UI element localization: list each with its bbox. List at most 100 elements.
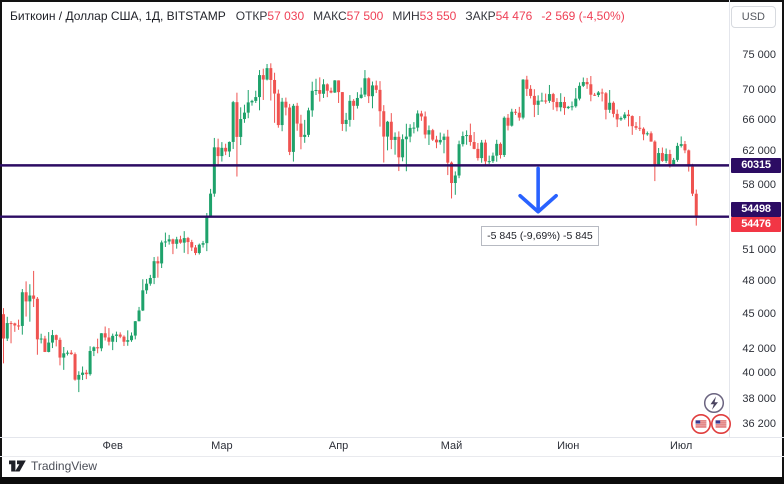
candle-body xyxy=(242,112,246,120)
candle-body xyxy=(209,193,213,217)
candle-body xyxy=(367,78,371,97)
candle-body xyxy=(344,119,348,124)
candle-body xyxy=(284,101,288,108)
candle-body xyxy=(201,243,205,245)
candle-body xyxy=(630,116,634,127)
candle-body xyxy=(540,100,544,102)
symbol-title[interactable]: Биткоин / Доллар США, 1Д, BITSTAMP xyxy=(10,9,226,23)
month-tick-label: Июл xyxy=(670,440,693,452)
high-label: МАКС xyxy=(313,9,347,23)
candle-body xyxy=(167,239,171,242)
candle-body xyxy=(675,145,679,160)
candle-body xyxy=(254,97,258,101)
candle-body xyxy=(638,127,642,129)
candle-body xyxy=(532,95,536,105)
lightning-event-icon[interactable] xyxy=(703,392,725,414)
candle-body xyxy=(171,239,175,244)
candle-body xyxy=(295,105,299,124)
candle-body xyxy=(190,242,194,248)
level-price-badge: 60315 xyxy=(731,157,781,173)
candle-body xyxy=(570,106,574,108)
time-axis[interactable]: Фев Мар Апр Май Июн Июл xyxy=(0,440,729,456)
candle-body xyxy=(574,98,578,107)
candle-body xyxy=(690,166,694,194)
candle-body xyxy=(325,84,329,91)
candle-body xyxy=(28,295,32,302)
candle-body xyxy=(480,142,484,159)
open-value: 57 030 xyxy=(267,9,305,23)
price-tick-label: 48 000 xyxy=(742,275,776,288)
candle-body xyxy=(182,238,186,243)
tradingview-attribution[interactable]: TradingView xyxy=(9,459,97,473)
last-price-badge: 54476 xyxy=(731,217,781,233)
candle-body xyxy=(291,105,295,152)
candle-body xyxy=(269,68,273,80)
candle-body xyxy=(514,111,518,113)
candle-body xyxy=(355,97,359,106)
candle-body xyxy=(24,292,28,302)
candle-body xyxy=(611,102,615,114)
candle-body xyxy=(13,323,17,326)
candle-body xyxy=(246,102,250,113)
candle-body xyxy=(634,126,638,128)
candle-body xyxy=(2,314,5,339)
time-axis-separator xyxy=(0,437,784,438)
candle-body xyxy=(393,136,397,140)
candle-body xyxy=(687,150,691,167)
candle-body xyxy=(608,102,612,110)
measure-arrow-head[interactable] xyxy=(518,193,558,214)
symbol-legend[interactable]: Биткоин / Доллар США, 1Д, BITSTAMP ОТКР57… xyxy=(10,9,625,23)
candle-body xyxy=(694,193,698,217)
candle-body xyxy=(589,84,593,95)
candle-body xyxy=(502,117,506,156)
candle-body xyxy=(160,242,164,264)
candle-body xyxy=(404,136,408,140)
candle-body xyxy=(510,111,514,126)
candle-body xyxy=(359,94,363,98)
candle-body xyxy=(88,350,92,375)
candle-body xyxy=(107,337,111,342)
candle-body xyxy=(220,147,224,157)
candle-body xyxy=(653,141,657,166)
us-economic-event-icon[interactable] xyxy=(690,413,711,434)
candle-body xyxy=(352,100,356,106)
candle-body xyxy=(306,110,310,135)
candle-body xyxy=(619,118,623,120)
candle-body xyxy=(141,290,145,311)
candle-body xyxy=(642,128,646,135)
candle-body xyxy=(84,372,88,375)
candle-body xyxy=(468,135,472,143)
candle-body xyxy=(235,102,239,137)
candle-body xyxy=(32,295,36,299)
candle-body xyxy=(615,113,619,120)
price-tick-label: 51 000 xyxy=(742,244,776,257)
candle-body xyxy=(122,336,126,342)
footer-separator xyxy=(0,456,784,457)
candle-body xyxy=(578,85,582,99)
price-axis[interactable]: 75 000 70 000 66 000 62 000 58 000 51 000 48 0… xyxy=(730,0,784,437)
candle-body xyxy=(340,92,344,124)
us-economic-event-icon[interactable] xyxy=(710,413,731,434)
level-price-badge: 54498 xyxy=(731,201,781,217)
candle-body xyxy=(20,292,24,326)
candle-body xyxy=(581,82,585,86)
candle-body xyxy=(566,106,570,109)
candle-body xyxy=(465,135,469,137)
price-tick-label: 38 000 xyxy=(742,393,776,406)
high-value: 57 500 xyxy=(346,9,384,23)
tradingview-logo-icon xyxy=(9,460,26,472)
candle-body xyxy=(73,354,77,380)
candle-body xyxy=(408,127,412,137)
candle-body xyxy=(348,100,352,120)
candle-body xyxy=(175,239,179,244)
currency-toggle-button[interactable]: USD xyxy=(730,6,776,28)
candle-body xyxy=(250,100,254,103)
candle-body xyxy=(322,84,326,94)
candle-body xyxy=(239,119,243,137)
candle-body xyxy=(416,113,420,128)
candle-body xyxy=(152,261,156,278)
candle-body xyxy=(657,153,661,166)
candle-body xyxy=(288,107,292,152)
